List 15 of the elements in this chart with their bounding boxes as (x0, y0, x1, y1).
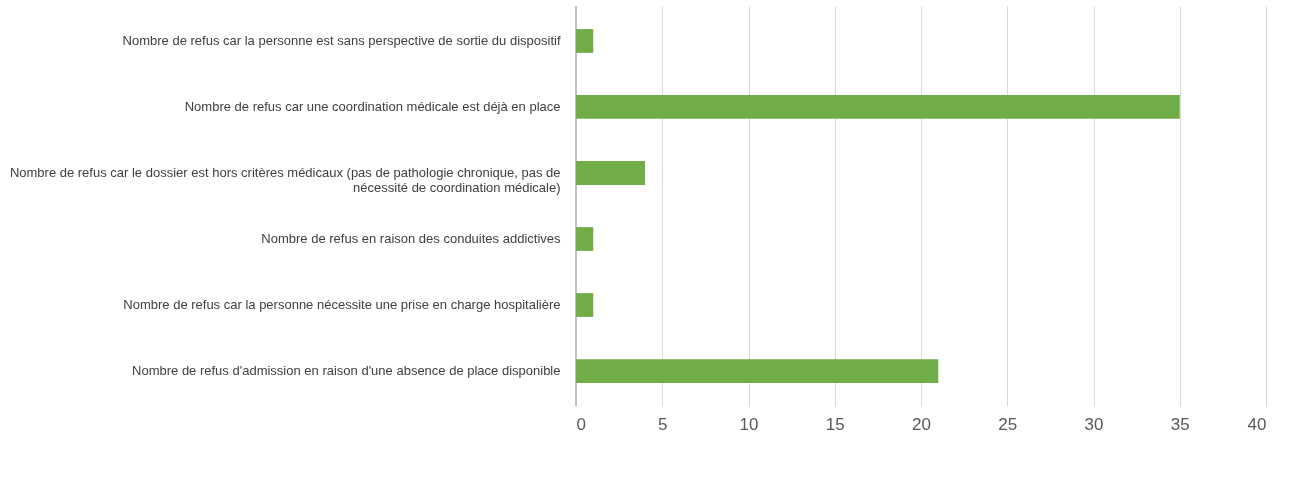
y-tick-label: Nombre de refus car une coordination médicale est déjà en place (184, 98, 561, 114)
y-tick-label: Nombre de refus car la personne nécessite une prise en charge hospitalière (123, 297, 561, 313)
x-tick-label: 15 (825, 414, 845, 434)
x-tick-label: 20 (912, 414, 931, 434)
x-tick-label: 0 (576, 414, 586, 434)
x-tick-label: 5 (658, 414, 668, 434)
x-tick-label: 35 (1170, 414, 1190, 434)
x-tick-label: 40 (1247, 414, 1267, 434)
y-tick-label: Nombre de refus d'admission en raison d'une absence de place disponible (132, 363, 561, 379)
y-tick-label: Nombre de refus car le dossier est hors critères médicaux (pas de pathologie chronique, pas de nécessité de coordination médicale) (9, 165, 561, 195)
x-tick-label: 30 (1084, 414, 1104, 434)
y-tick-label: Nombre de refus en raison des conduites addictives (261, 231, 561, 246)
x-tick-label: 25 (998, 414, 1018, 434)
y-tick-label: Nombre de refus car la personne est sans perspective de sortie du dispositif (122, 32, 561, 48)
x-tick-label: 10 (739, 414, 759, 434)
